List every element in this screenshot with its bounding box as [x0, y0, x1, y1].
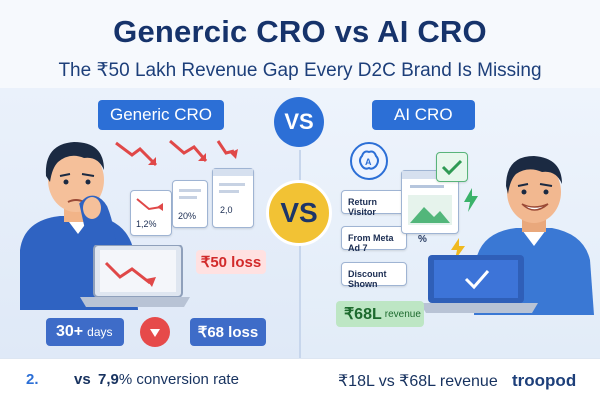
brain-glyph-icon: A	[359, 150, 379, 170]
discount-shown-label: Discount Shown	[348, 269, 387, 289]
card-line	[219, 183, 245, 186]
footer-conversion: 7,9% conversion rate	[98, 371, 239, 388]
metric-card: 2,0	[212, 168, 254, 228]
laptop-down-chart-icon	[80, 245, 190, 307]
troopod-logo: troopod	[512, 371, 577, 390]
ai-brain-icon: A	[350, 142, 388, 180]
down-arrow-icon	[150, 329, 160, 337]
loss-badge: ₹50 loss	[196, 250, 266, 274]
personalization-card: Discount Shown	[341, 262, 407, 289]
days-unit: days	[87, 325, 113, 339]
lightning-yellow-icon	[451, 238, 465, 260]
percent-symbol: %	[418, 234, 427, 245]
falling-arrows-icon	[115, 139, 238, 167]
bottom-loss-badge: ₹68 loss	[190, 318, 266, 346]
card-header	[213, 169, 253, 176]
checklist-card	[436, 152, 468, 182]
image-placeholder-icon	[408, 195, 452, 225]
lightning-green-icon	[464, 188, 478, 212]
conversion-unit: % conversion rate	[118, 371, 239, 388]
metric-card: 20%	[172, 180, 208, 228]
laptop-check-icon	[420, 255, 538, 313]
svg-text:A: A	[365, 157, 372, 167]
personalization-card: From Meta Ad 7	[341, 226, 407, 253]
revenue-badge: ₹68L revenue	[336, 301, 424, 327]
metric-card-value: 2,0	[220, 205, 233, 215]
days-value: 30+	[56, 323, 84, 340]
footer-number: 2.	[26, 371, 39, 388]
down-arrow-badge-icon	[140, 317, 170, 347]
metric-card-value: 20%	[178, 211, 197, 221]
card-line	[410, 185, 444, 188]
meta-ad-label: From Meta Ad 7	[348, 233, 394, 253]
footer-bar: 2. vs 7,9% conversion rate ₹18L vs ₹68L …	[0, 358, 600, 400]
revenue-value: ₹68L	[344, 306, 382, 323]
card-line	[179, 189, 201, 192]
metric-card: 1,2%	[130, 190, 172, 236]
happy-man-illustration	[474, 156, 594, 315]
generic-cro-label: Generic CRO	[98, 100, 225, 130]
personalization-card: Return Visitor	[341, 190, 407, 217]
checkmark-icon	[441, 159, 463, 176]
return-visitor-label: Return Visitor	[348, 197, 377, 217]
card-header	[402, 171, 458, 179]
vs-badge-top: VS	[274, 97, 324, 147]
revenue-unit: revenue	[384, 308, 421, 320]
card-line	[179, 196, 197, 199]
ai-cro-label: AI CRO	[372, 100, 475, 130]
vs-badge-middle: VS	[266, 180, 332, 246]
panel-divider	[299, 150, 301, 358]
days-badge: 30+ days	[46, 318, 124, 346]
metric-card-value: 1,2%	[136, 219, 157, 229]
conversion-value: 7,9	[98, 371, 119, 388]
footer-vs-word: vs	[74, 371, 91, 388]
card-down-arrow-icon	[136, 198, 163, 211]
footer-revenue-comparison: ₹18L vs ₹68L revenue	[338, 373, 498, 390]
card-line	[219, 190, 239, 193]
page-subtitle: The ₹50 Lakh Revenue Gap Every D2C Brand…	[58, 60, 542, 81]
page-title: Genercic CRO vs AI CRO	[113, 14, 487, 49]
